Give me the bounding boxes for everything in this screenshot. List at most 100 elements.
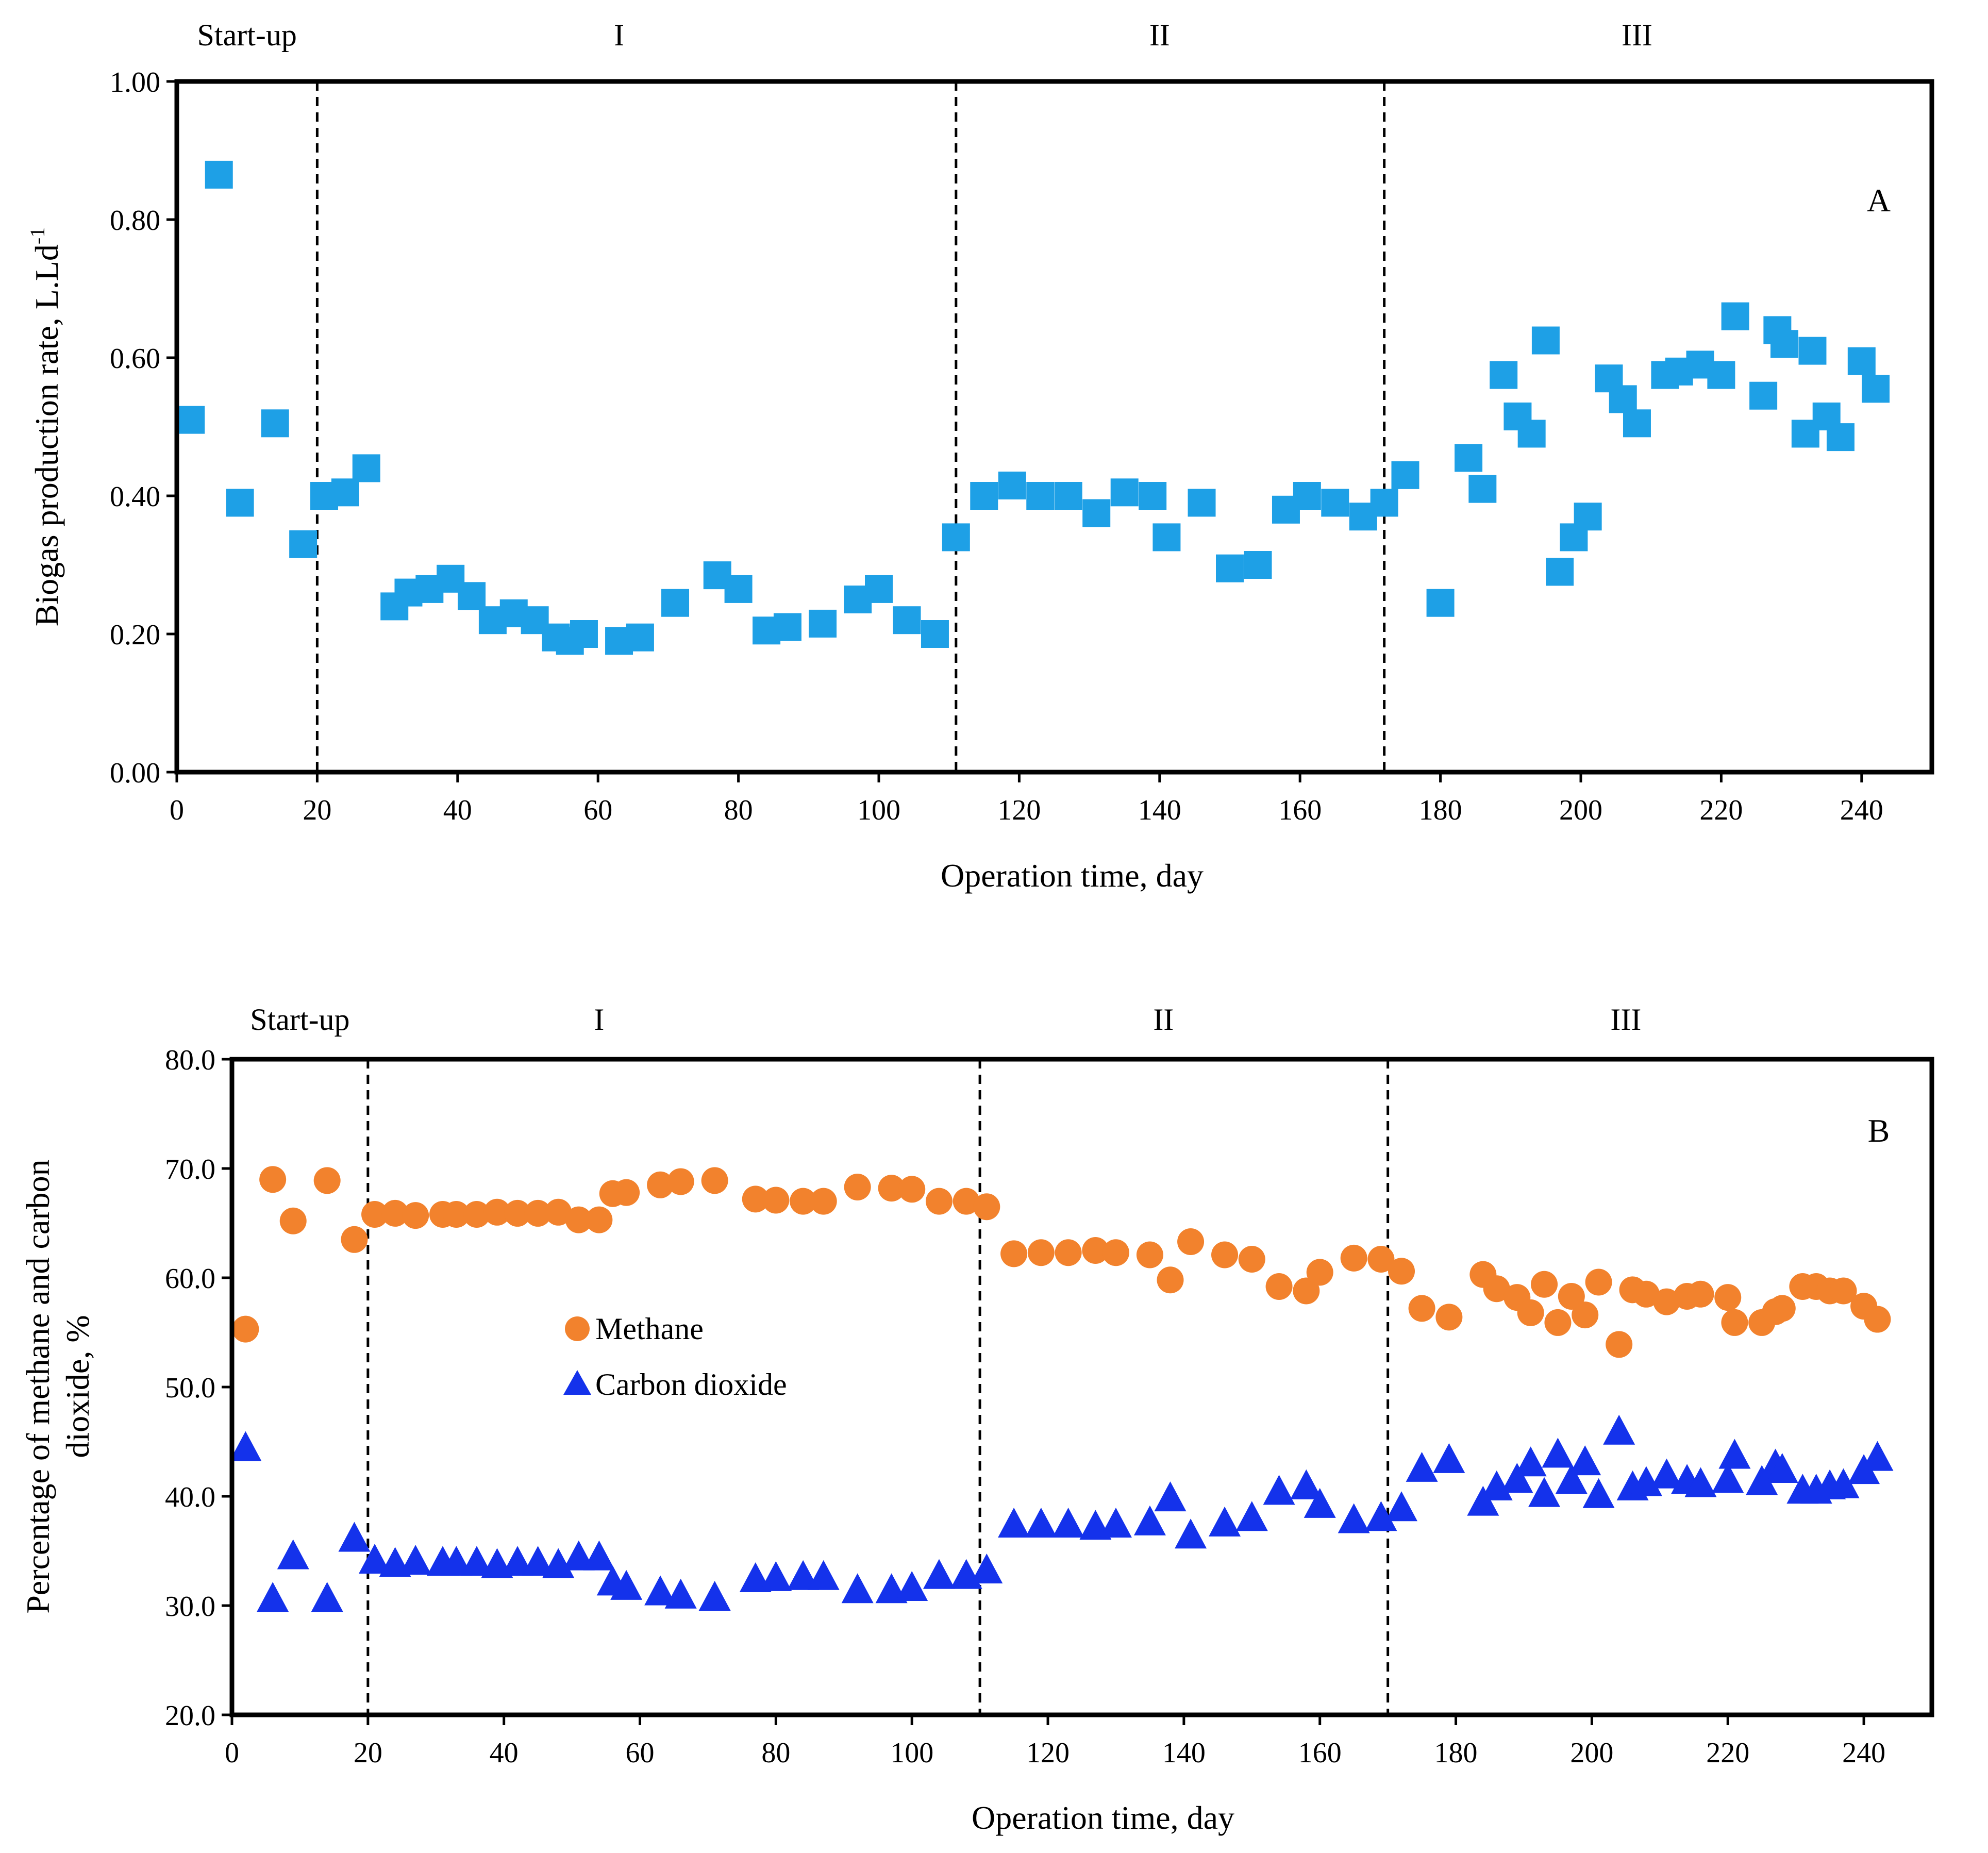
y-tick-label-b: 30.0 [165,1591,215,1623]
legend: Methane Carbon dioxide [563,1312,787,1401]
data-point-methane [1687,1280,1714,1308]
data-point-carbon-dioxide [1542,1438,1574,1468]
chart-b: 0 20 40 60 80 100 120 140 160 180 200 220 240 20.0 30.… [20,1003,1934,1836]
data-point-methane [647,1171,674,1198]
y-tick-label-a: 0.20 [110,619,160,651]
data-point-biogas-production-rate [1546,558,1574,586]
phase-label-a: I [614,18,624,52]
data-point-biogas-production-rate [331,478,359,507]
y-tick-label-b: 70.0 [165,1154,215,1186]
chart-a: 0 20 40 60 80 100 120 140 160 180 200 220 240 0.00 0.2… [26,18,1934,894]
data-point-methane [1585,1268,1612,1296]
x-tick-label-a: 0 [170,794,184,826]
x-tick-label-a: 80 [724,794,753,826]
data-point-carbon-dioxide [1290,1469,1323,1499]
phase-label-a: III [1622,18,1652,52]
x-tick-label-b: 240 [1842,1737,1885,1769]
data-point-carbon-dioxide [1099,1508,1132,1538]
data-point-methane [925,1188,953,1215]
markers-a [177,160,1890,655]
data-point-carbon-dioxide [610,1570,643,1600]
data-point-methane [1367,1245,1395,1273]
data-point-carbon-dioxide [1528,1477,1561,1507]
data-point-carbon-dioxide [1514,1446,1547,1477]
data-point-methane [1408,1295,1435,1322]
data-point-biogas-production-rate [1531,326,1560,355]
data-point-biogas-production-rate [1490,361,1518,389]
data-point-biogas-production-rate [1707,361,1735,389]
data-point-carbon-dioxide [399,1545,432,1575]
data-point-biogas-production-rate [1609,385,1637,413]
panel-label-b: B [1868,1112,1890,1149]
y-axis-title-b-line2: dioxide, % [59,1315,96,1458]
data-point-biogas-production-rate [1468,475,1497,503]
data-point-biogas-production-rate [1623,409,1651,438]
data-point-biogas-production-rate [352,454,380,482]
legend-methane-marker [565,1316,590,1341]
data-point-methane [1572,1301,1599,1329]
phase-label-b: Start-up [250,1003,349,1037]
legend-co2-marker [563,1370,591,1395]
x-tick-label-b: 100 [890,1737,933,1769]
data-point-carbon-dioxide [257,1582,289,1612]
data-point-biogas-production-rate [570,620,598,648]
data-point-methane [586,1206,613,1233]
data-point-biogas-production-rate [1293,482,1321,510]
data-point-carbon-dioxide [807,1560,840,1590]
data-point-methane [667,1168,694,1195]
data-point-carbon-dioxide [1365,1501,1397,1531]
data-point-carbon-dioxide [1406,1451,1438,1482]
data-point-carbon-dioxide [1603,1414,1635,1445]
data-point-methane [953,1188,980,1215]
data-point-carbon-dioxide [1052,1508,1084,1538]
data-point-methane [1517,1299,1544,1326]
data-point-carbon-dioxide [644,1575,677,1606]
data-point-carbon-dioxide [522,1546,554,1576]
x-tick-label-a: 160 [1278,794,1322,826]
data-point-biogas-production-rate [626,623,654,652]
plot-frame-a [174,79,1934,775]
data-point-carbon-dioxide [1025,1508,1057,1538]
data-point-biogas-production-rate [1370,489,1398,517]
phase-label-a: Start-up [197,18,297,52]
data-point-biogas-production-rate [1862,375,1890,403]
data-point-carbon-dioxide [1480,1470,1513,1500]
x-tick-label-b: 160 [1298,1737,1342,1769]
data-point-carbon-dioxide [460,1546,493,1576]
data-point-biogas-production-rate [1770,330,1798,358]
data-point-carbon-dioxide [841,1573,874,1604]
data-point-carbon-dioxide [1861,1441,1894,1471]
data-point-methane [1082,1237,1109,1264]
data-point-methane [1435,1304,1463,1331]
x-tick-label-a: 120 [997,794,1041,826]
data-point-methane [742,1186,769,1213]
x-tick-label-b: 60 [626,1737,655,1769]
y-tick-label-b: 60.0 [165,1263,215,1295]
data-point-biogas-production-rate [1244,551,1272,579]
x-tick-label-b: 20 [354,1737,382,1769]
data-point-methane [463,1201,490,1228]
y-tick-label-b: 20.0 [165,1700,215,1732]
data-point-methane [1027,1239,1055,1266]
data-point-methane [1177,1228,1205,1256]
data-point-carbon-dioxide [1175,1518,1207,1549]
data-point-carbon-dioxide [998,1508,1030,1538]
data-point-methane [565,1206,592,1233]
x-tick-label-a: 20 [303,794,331,826]
data-point-biogas-production-rate [458,582,486,610]
data-point-methane [483,1198,511,1226]
data-point-biogas-production-rate [1110,478,1139,507]
data-point-carbon-dioxide [1582,1478,1615,1508]
data-point-biogas-production-rate [1517,420,1546,448]
x-axis-title-b: Operation time, day [972,1799,1234,1836]
x-axis-title-a: Operation time, day [941,857,1204,894]
x-tick-label-a: 220 [1699,794,1743,826]
data-point-methane [1768,1295,1796,1322]
y-axis-title-a-text: Biogas production rate, L.Ld [28,244,65,626]
data-point-carbon-dioxide [787,1560,820,1590]
x-tick-label-a: 180 [1419,794,1462,826]
data-point-carbon-dioxide [1433,1443,1465,1473]
data-point-methane [1531,1271,1558,1298]
data-point-biogas-production-rate [205,160,233,189]
